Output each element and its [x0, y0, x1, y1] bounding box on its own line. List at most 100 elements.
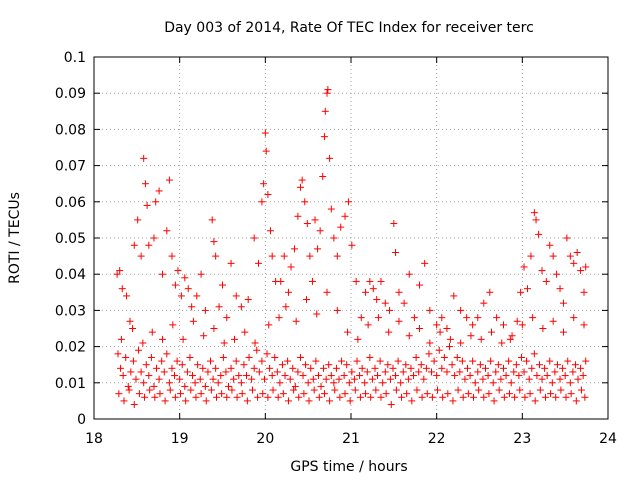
data-point: [308, 277, 316, 285]
data-point: [421, 259, 429, 267]
data-point: [354, 335, 362, 343]
x-tick-label: 18: [85, 431, 103, 447]
data-point: [207, 386, 215, 394]
data-point: [327, 372, 335, 380]
data-point: [193, 292, 201, 300]
data-point: [392, 386, 400, 394]
data-point: [516, 386, 524, 394]
data-point: [199, 364, 207, 372]
data-point: [529, 314, 537, 322]
data-point: [438, 314, 446, 322]
data-point: [356, 393, 364, 401]
data-point: [150, 234, 158, 242]
data-point: [151, 393, 159, 401]
data-point: [261, 129, 269, 137]
data-point: [232, 357, 240, 365]
data-point: [171, 393, 179, 401]
data-point: [230, 375, 238, 383]
data-point: [434, 386, 442, 394]
data-point: [240, 361, 248, 369]
data-point: [548, 379, 556, 387]
y-tick-label: 0.02: [55, 340, 86, 356]
data-point: [525, 375, 533, 383]
data-point: [269, 386, 277, 394]
data-point: [245, 353, 253, 361]
data-point: [492, 368, 500, 376]
data-point: [165, 379, 173, 387]
data-point: [561, 372, 569, 380]
data-point: [155, 375, 163, 383]
data-point: [403, 390, 411, 398]
data-point: [326, 154, 334, 162]
data-point: [352, 277, 360, 285]
axis-ticks: [93, 56, 609, 420]
data-point: [402, 361, 410, 369]
data-point: [182, 397, 190, 405]
data-point: [262, 147, 270, 155]
data-point: [582, 357, 590, 365]
data-point: [530, 350, 538, 358]
data-point: [366, 277, 374, 285]
data-point: [410, 314, 418, 322]
data-point: [443, 368, 451, 376]
data-point: [171, 372, 179, 380]
data-point: [357, 314, 365, 322]
data-point: [152, 198, 160, 206]
data-point: [233, 393, 241, 401]
data-point: [407, 364, 415, 372]
data-point: [290, 386, 298, 394]
data-point: [353, 357, 361, 365]
data-point: [480, 299, 488, 307]
data-point: [559, 299, 567, 307]
data-point: [394, 357, 402, 365]
data-point: [499, 364, 507, 372]
data-point: [135, 346, 143, 354]
grid-lines: [94, 57, 608, 419]
data-point: [333, 252, 341, 260]
x-tick-label: 19: [171, 431, 189, 447]
data-point: [430, 357, 438, 365]
data-point: [305, 397, 313, 405]
data-point: [428, 368, 436, 376]
data-point: [189, 317, 197, 325]
data-point: [200, 332, 208, 340]
data-point: [184, 285, 192, 293]
data-point: [314, 372, 322, 380]
data-point: [458, 357, 466, 365]
data-point: [340, 372, 348, 380]
data-point: [113, 270, 121, 278]
data-point: [559, 328, 567, 336]
data-point: [183, 368, 191, 376]
data-point: [244, 296, 252, 304]
data-point: [130, 241, 138, 249]
data-point: [158, 357, 166, 365]
data-point: [551, 368, 559, 376]
data-point: [119, 372, 127, 380]
data-point: [481, 364, 489, 372]
data-point: [215, 303, 223, 311]
data-point: [194, 361, 202, 369]
data-point: [571, 361, 579, 369]
data-point: [443, 325, 451, 332]
data-point: [486, 288, 494, 296]
data-point: [275, 314, 283, 322]
data-point: [369, 285, 377, 293]
data-point: [130, 401, 138, 409]
data-point: [499, 321, 507, 329]
y-tick-label: 0.08: [55, 122, 86, 138]
data-point: [523, 285, 531, 293]
data-point: [120, 397, 128, 405]
data-point: [487, 357, 495, 365]
data-point: [557, 386, 565, 394]
data-point: [453, 353, 461, 361]
data-point: [282, 303, 290, 311]
data-point: [280, 252, 288, 260]
data-point: [242, 372, 250, 380]
data-point: [197, 390, 205, 398]
data-point: [327, 205, 335, 213]
data-point: [464, 390, 472, 398]
data-point: [515, 372, 523, 380]
data-point: [218, 390, 226, 398]
data-point: [284, 357, 292, 365]
data-point: [278, 361, 286, 369]
